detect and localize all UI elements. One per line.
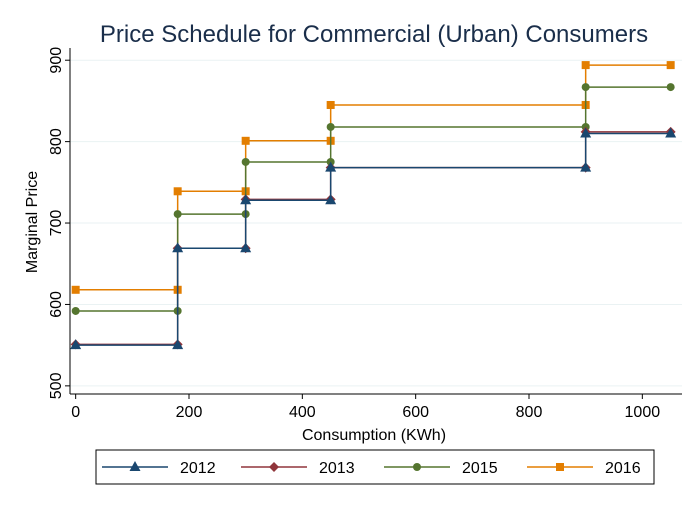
data-point-2015 <box>666 83 675 92</box>
series-layer <box>70 61 677 350</box>
data-point-2015 <box>71 306 80 315</box>
x-tick-label: 600 <box>402 404 429 421</box>
y-tick-label: 700 <box>48 210 65 237</box>
data-point-2012 <box>240 242 252 253</box>
y-tick-label: 500 <box>48 372 65 399</box>
legend-swatch-marker <box>129 461 141 471</box>
x-tick-label: 1000 <box>625 404 661 421</box>
x-tick-label: 200 <box>176 404 203 421</box>
data-point-2015 <box>241 157 250 166</box>
legend-label: 2015 <box>462 460 498 477</box>
data-point-2016 <box>581 61 590 70</box>
grid-layer <box>70 59 682 387</box>
data-point-2012 <box>172 242 184 253</box>
legend-swatch-marker <box>269 462 279 472</box>
data-point-2012 <box>172 339 184 350</box>
series-line-2012 <box>75 132 671 346</box>
data-point-2016 <box>666 61 675 70</box>
y-tick-label: 600 <box>48 291 65 318</box>
legend-item-2015: 2015 <box>384 460 498 477</box>
data-point-2016 <box>326 100 335 109</box>
data-point-2012 <box>580 127 592 138</box>
legend-label: 2016 <box>605 460 641 477</box>
legend-swatch-marker <box>556 463 564 471</box>
x-axis-title: Consumption (KWh) <box>302 427 446 444</box>
data-point-2015 <box>173 210 182 219</box>
legend-label: 2012 <box>180 460 216 477</box>
x-tick-label: 400 <box>289 404 316 421</box>
axis-layer: 500 600 700 800 900 0 200 400 600 800 1000 <box>48 47 682 421</box>
data-point-2012 <box>665 127 677 138</box>
y-axis-title: Marginal Price <box>24 171 41 273</box>
data-point-2012 <box>580 161 592 172</box>
data-point-2016 <box>173 187 182 196</box>
data-point-2015 <box>581 83 590 92</box>
data-point-2012 <box>70 339 82 350</box>
data-point-2012 <box>240 194 252 205</box>
y-tick-label: 800 <box>48 128 65 155</box>
legend-swatch-marker <box>413 463 421 471</box>
x-tick-label: 800 <box>516 404 543 421</box>
legend-item-2016: 2016 <box>527 460 641 477</box>
series-2012 <box>70 127 677 350</box>
legend-item-2012: 2012 <box>102 460 216 477</box>
legend: 2012 2013 2015 2016 <box>95 449 655 485</box>
legend-item-2013: 2013 <box>241 460 355 477</box>
data-point-2012 <box>325 194 337 205</box>
data-point-2012 <box>325 161 337 172</box>
x-tick-label: 0 <box>71 404 80 421</box>
data-point-2015 <box>326 122 335 131</box>
legend-label: 2013 <box>319 460 355 477</box>
chart-title: Price Schedule for Commercial (Urban) Co… <box>100 21 648 48</box>
data-point-2016 <box>241 136 250 145</box>
data-point-2016 <box>71 285 80 294</box>
y-tick-label: 900 <box>48 47 65 74</box>
